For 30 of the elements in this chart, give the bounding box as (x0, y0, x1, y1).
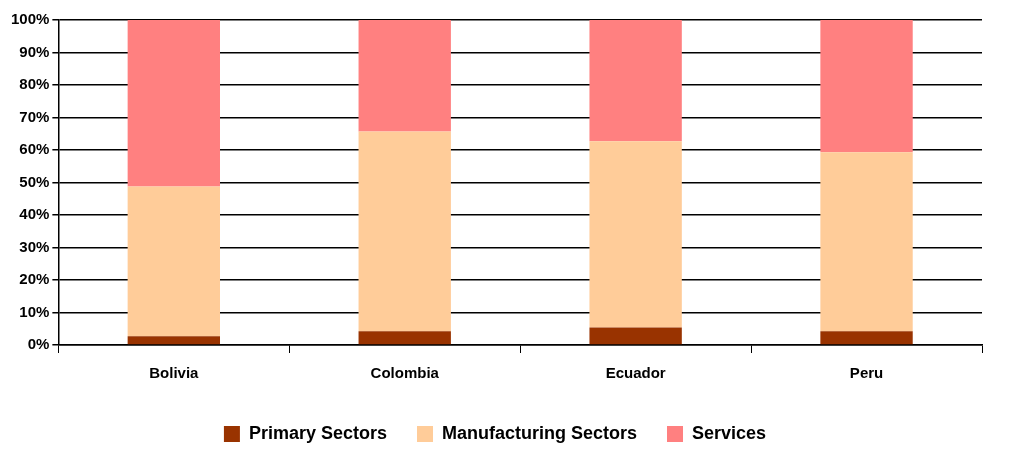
bar (127, 186, 220, 337)
legend-label: Primary Sectors (248, 422, 387, 443)
y-tick-label: 60% (19, 140, 50, 158)
y-tick-label: 90% (19, 42, 50, 60)
bar (127, 336, 220, 345)
legend-label: Services (692, 422, 767, 443)
y-tick-label: 20% (19, 270, 50, 288)
y-tick-label: 0% (27, 335, 50, 353)
bar (820, 20, 913, 153)
bar (820, 152, 913, 332)
x-tick-label: Peru (849, 364, 884, 382)
bar (358, 331, 451, 345)
bar (820, 331, 913, 345)
x-tick-label: Ecuador (605, 364, 666, 382)
legend-label: Manufacturing Sectors (441, 422, 638, 443)
bar (589, 20, 682, 142)
bar (358, 20, 451, 132)
y-tick-label: 70% (19, 107, 50, 125)
bar (589, 141, 682, 328)
y-tick-label: 40% (19, 205, 50, 223)
y-tick-label: 10% (19, 302, 50, 320)
x-tick-label: Colombia (370, 364, 440, 382)
y-tick-label: 100% (10, 10, 50, 28)
x-tick-label: Bolivia (149, 364, 200, 382)
y-tick-label: 30% (19, 237, 50, 255)
bar (127, 20, 220, 187)
y-tick-label: 80% (19, 75, 50, 93)
bar (589, 327, 682, 345)
bar (358, 131, 451, 332)
y-tick-label: 50% (19, 172, 50, 190)
